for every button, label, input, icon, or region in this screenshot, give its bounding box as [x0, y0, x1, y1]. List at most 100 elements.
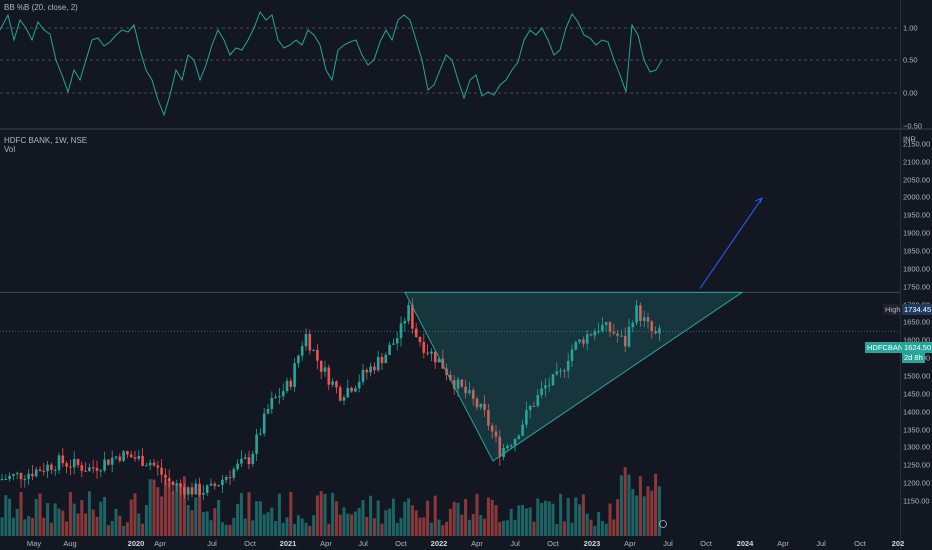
- volume-bar: [638, 476, 642, 536]
- candle-body: [274, 396, 277, 398]
- symbol-legend[interactable]: HDFC BANK, 1W, NSE: [4, 136, 88, 145]
- volume-bar: [388, 508, 392, 536]
- candle-body: [319, 360, 323, 372]
- price-level-2: 2050.00: [903, 175, 931, 185]
- volume-bar: [475, 493, 479, 536]
- time-label-14: 2023: [583, 539, 601, 548]
- pane-separator[interactable]: [0, 128, 932, 130]
- volume-bar: [34, 498, 38, 536]
- osc-level-1: 1.00: [903, 23, 918, 33]
- candle-body: [376, 357, 380, 371]
- volume-bar: [224, 524, 228, 536]
- volume-bar: [654, 473, 658, 536]
- volume-bar: [53, 503, 57, 536]
- candle-body: [392, 343, 395, 345]
- candle-body: [262, 413, 266, 434]
- volume-bar: [42, 517, 46, 536]
- volume-bar: [494, 505, 498, 536]
- volume-bar: [186, 505, 190, 536]
- volume-legend[interactable]: Vol: [4, 145, 16, 154]
- volume-bar: [198, 485, 202, 536]
- volume-bar: [247, 492, 251, 536]
- candle-body: [559, 370, 562, 372]
- candle-body: [209, 483, 213, 486]
- volume-bar: [19, 492, 23, 536]
- ascending-triangle-pattern: [404, 291, 744, 462]
- candle-body: [278, 396, 281, 398]
- candle-body: [509, 445, 513, 447]
- volume-bar: [156, 487, 160, 536]
- volume-bar: [27, 516, 31, 536]
- osc-level-0: 0.00: [903, 88, 918, 98]
- candle-body: [646, 317, 650, 322]
- candle-body: [490, 425, 494, 432]
- price-level-11: 1600.00: [903, 335, 931, 345]
- candle-body: [107, 459, 110, 465]
- volume-bar: [251, 520, 255, 536]
- price-pane[interactable]: HDFC BANK, 1W, NSE Vol: [0, 130, 900, 536]
- price-level-19: 1200.00: [903, 478, 931, 488]
- volume-bar: [205, 511, 209, 536]
- candle-body: [308, 334, 312, 351]
- candle-body: [650, 321, 654, 332]
- volume-bar: [350, 514, 354, 536]
- time-label-21: Oct: [854, 539, 866, 548]
- volume-bar: [338, 514, 342, 536]
- volume-bar: [623, 467, 627, 536]
- volume-bar: [220, 522, 224, 536]
- volume-bar: [448, 508, 452, 536]
- candle-body: [620, 335, 623, 337]
- volume-bar: [243, 518, 247, 536]
- time-label-7: Apr: [320, 539, 332, 548]
- time-label-1: Aug: [63, 539, 77, 548]
- candle-body: [156, 465, 160, 468]
- candle-body: [346, 387, 350, 398]
- volume-bar: [391, 498, 395, 536]
- volume-bar: [0, 517, 4, 536]
- candle-body: [525, 410, 528, 425]
- volume-bar: [171, 491, 175, 536]
- volume-bar: [114, 508, 118, 536]
- candle-body: [411, 305, 414, 329]
- volume-bar: [657, 486, 661, 536]
- volume-bar: [87, 491, 91, 536]
- volume-bar: [201, 512, 205, 536]
- candle-body: [316, 349, 319, 361]
- volume-bar: [361, 500, 365, 536]
- volume-bar: [372, 518, 376, 536]
- volume-bar: [217, 500, 221, 536]
- candle-body: [224, 477, 228, 480]
- volume-bar: [619, 475, 623, 536]
- price-chart: [0, 197, 900, 536]
- volume-bar: [570, 522, 574, 536]
- candle-body: [582, 339, 585, 344]
- candle-body: [42, 470, 46, 472]
- price-axis[interactable]: [900, 0, 932, 550]
- projection-arrow: [699, 197, 763, 289]
- volume-bar: [23, 519, 27, 536]
- volume-bar: [4, 495, 8, 536]
- volume-bar: [578, 504, 582, 536]
- volume-bar: [589, 519, 593, 536]
- candle-body: [312, 349, 315, 351]
- candle-body: [616, 333, 619, 336]
- volume-bar: [72, 503, 76, 536]
- volume-bar: [456, 502, 460, 536]
- candle-body: [202, 492, 205, 495]
- oscillator-legend[interactable]: BB %B (20, close, 2): [4, 3, 78, 12]
- candle-body: [19, 472, 23, 480]
- candle-body: [266, 409, 270, 414]
- volume-bar: [46, 503, 50, 536]
- candle-body: [475, 398, 479, 408]
- candle-body: [186, 487, 190, 495]
- candle-body: [95, 467, 99, 471]
- candle-body: [593, 331, 597, 336]
- candle-body: [612, 331, 616, 334]
- volume-bar: [536, 498, 540, 536]
- price-level-13: 1500.00: [903, 371, 931, 381]
- candle-body: [403, 320, 407, 324]
- volume-bar: [91, 509, 95, 536]
- oscillator-pane[interactable]: BB %B (20, close, 2): [0, 0, 900, 128]
- volume-bar: [631, 489, 635, 536]
- candle-body: [171, 481, 175, 485]
